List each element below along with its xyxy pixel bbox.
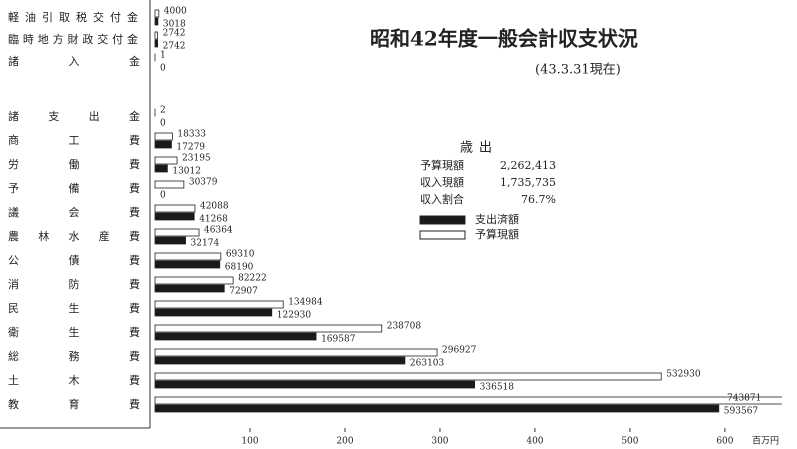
value-label: 263103 [410,359,445,369]
category-label: 総務費 [8,349,140,363]
bar [154,212,195,221]
bar [154,132,173,141]
x-tick-label: 500 [621,437,638,447]
bar [154,332,317,341]
summary-value: 1,735,735 [500,176,556,189]
bar [154,300,284,309]
bar [154,260,221,269]
value-label: 46364 [204,226,233,236]
bar [154,372,662,381]
value-label: 69310 [226,250,255,260]
bar [154,204,196,213]
value-label: 13012 [172,167,201,177]
category-label: 諸入金 [8,54,140,68]
legend-swatch [419,215,466,225]
category-label: 衛生費 [8,325,140,339]
category-label: 商工費 [8,133,140,147]
category-label: 予備費 [8,181,140,195]
value-label: 18333 [177,130,206,140]
value-label: 593567 [724,407,759,417]
bar [154,404,720,413]
category-label: 農林水産費 [8,229,140,243]
value-label: 134984 [288,298,323,308]
x-tick-label: 300 [431,437,448,447]
summary-label: 予算現額 [420,158,464,172]
bar [154,308,273,317]
summary-label: 収入現額 [420,176,464,189]
category-label: 軽油引取税交付金 [8,10,138,24]
x-tick-label: 400 [526,437,543,447]
summary-label: 収入割合 [420,192,464,206]
legend-label: 予算現額 [475,227,519,241]
legend-label: 支出済額 [475,212,519,226]
bar [154,17,159,26]
value-label: 41268 [199,215,228,225]
chart-subtitle: (43.3.31現在) [535,63,621,78]
summary-value: 2,262,413 [500,159,556,172]
value-label: 2742 [163,42,186,52]
plot [154,9,782,413]
x-tick-label: 600 [716,437,733,447]
value-label: 336518 [480,383,515,393]
bar [154,348,438,357]
value-label: 169587 [321,335,356,345]
bar [154,156,178,165]
bar [154,9,160,18]
summary-heading: 歳出 [460,141,498,156]
value-label: 72907 [229,287,258,297]
legend-swatch [419,230,466,240]
value-label: 532930 [666,370,701,380]
category-label: 土木費 [8,373,140,387]
category-label: 消防費 [8,277,140,291]
bar [154,380,476,389]
value-label: 30379 [189,178,218,188]
value-label: 238708 [387,322,422,332]
value-label: 122930 [277,311,312,321]
value-label: 17279 [176,143,205,153]
category-label: 教育費 [8,397,140,411]
value-label: 3018 [163,20,186,30]
category-label: 公債費 [8,253,140,267]
x-tick-label: 100 [241,437,258,447]
chart-title: 昭和42年度一般会計収支状況 [370,27,638,51]
bar [154,140,172,149]
bar [154,284,225,293]
summary: 予算現額 2,262,413 収入現額 1,735,735 収入割合 76.7% [420,158,556,206]
value-label: 2742 [163,29,186,39]
bar [154,356,406,365]
bar [154,31,159,40]
value-label: 68190 [225,263,254,273]
value-label: 4000 [164,7,187,17]
value-label: 42088 [200,202,229,212]
summary-value: 76.7% [521,193,556,206]
value-label: 743871 [727,394,761,404]
x-unit: 百万円 [752,436,779,447]
bar [154,164,168,173]
category-label: 民生費 [8,301,140,315]
value-label: 23195 [182,154,211,164]
value-label: 296927 [442,346,477,356]
category-label: 議会費 [8,205,140,219]
bar [154,228,200,237]
bar [154,396,782,405]
x-tick-label: 200 [336,437,353,447]
value-label: 0 [160,119,166,129]
bar [154,180,185,189]
bar [154,39,159,48]
category-label: 臨時地方財政交付金 [8,32,138,46]
value-label: 32174 [191,239,220,249]
value-label: 0 [160,64,166,74]
value-label: 82222 [238,274,267,284]
category-label: 諸支出金 [8,109,140,123]
value-label: 2 [160,106,166,116]
value-label: 1 [160,51,166,61]
category-label: 労働費 [8,157,140,171]
bar [154,276,234,285]
bar [154,252,222,261]
value-label: 0 [160,191,166,201]
bar [154,324,383,333]
bar [154,236,186,245]
